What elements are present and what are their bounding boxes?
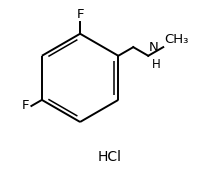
Text: F: F: [22, 99, 30, 112]
Text: CH₃: CH₃: [164, 33, 189, 46]
Text: N: N: [149, 41, 159, 54]
Text: HCl: HCl: [97, 151, 122, 164]
Text: H: H: [152, 58, 160, 71]
Text: F: F: [76, 8, 84, 21]
